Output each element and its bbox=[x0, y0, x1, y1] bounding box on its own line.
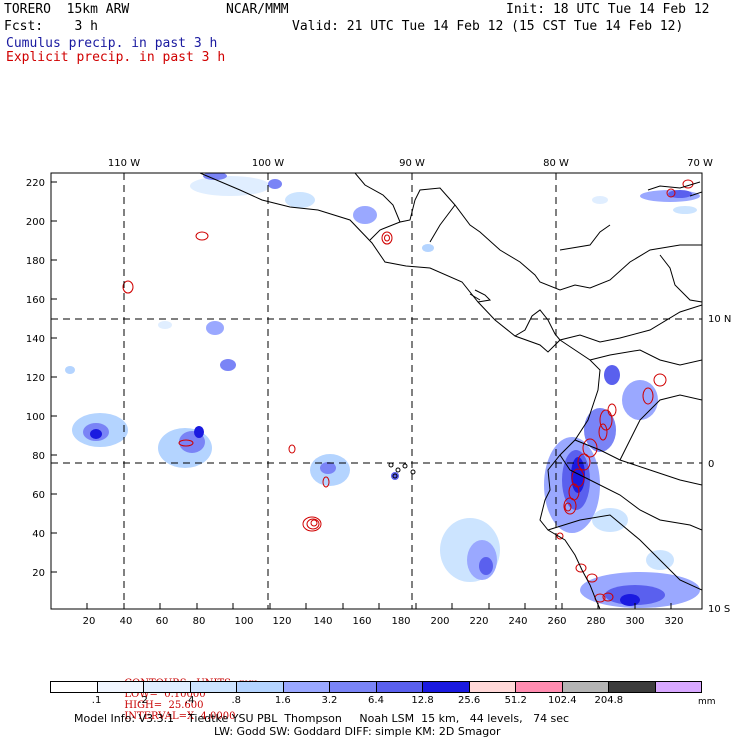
color-swatch bbox=[516, 682, 563, 692]
y-tick-label: 200 bbox=[26, 217, 45, 228]
lon-label: 80 W bbox=[543, 158, 569, 169]
color-swatch bbox=[330, 682, 377, 692]
cumulus-legend: Cumulus precip. in past 3 h bbox=[6, 36, 218, 51]
color-swatch bbox=[144, 682, 191, 692]
scale-label: 6.4 bbox=[368, 695, 384, 706]
y-tick-label: 40 bbox=[32, 529, 45, 540]
x-tick-label: 180 bbox=[391, 616, 410, 627]
color-swatch bbox=[283, 682, 330, 692]
coastlines bbox=[199, 173, 702, 609]
color-scale-bar bbox=[50, 681, 702, 693]
x-tick-label: 300 bbox=[625, 616, 644, 627]
valid-time: Valid: 21 UTC Tue 14 Feb 12 (15 CST Tue … bbox=[292, 19, 684, 34]
color-swatch bbox=[655, 682, 701, 692]
x-tick-label: 20 bbox=[83, 616, 96, 627]
x-tick-label: 220 bbox=[469, 616, 488, 627]
y-tick-label: 100 bbox=[26, 412, 45, 423]
y-tick-label: 120 bbox=[26, 373, 45, 384]
color-swatch bbox=[237, 682, 284, 692]
scale-label: 102.4 bbox=[547, 695, 577, 706]
y-tick-label: 140 bbox=[26, 334, 45, 345]
contour-high: HIGH= 25.600 bbox=[124, 700, 204, 711]
scale-label: 12.8 bbox=[411, 695, 434, 706]
forecast-hour: Fcst: 3 h bbox=[4, 19, 98, 34]
x-tick-label: 320 bbox=[664, 616, 683, 627]
lon-label: 100 W bbox=[252, 158, 284, 169]
explicit-contours bbox=[122, 179, 694, 603]
model-title: TORERO 15km ARW bbox=[4, 2, 130, 17]
lon-label: 110 W bbox=[108, 158, 140, 169]
x-tick-label: 60 bbox=[156, 616, 169, 627]
lat-label: 10 N bbox=[708, 314, 731, 325]
scale-label: .1 bbox=[91, 695, 102, 706]
color-swatch bbox=[423, 682, 470, 692]
y-tick-label: 220 bbox=[26, 178, 45, 189]
x-tick-label: 160 bbox=[352, 616, 371, 627]
init-time: Init: 18 UTC Tue 14 Feb 12 bbox=[506, 2, 710, 17]
lat-label: 10 S bbox=[708, 604, 730, 615]
explicit-legend: Explicit precip. in past 3 h bbox=[6, 50, 226, 65]
color-swatch bbox=[609, 682, 656, 692]
scale-label: .8 bbox=[231, 695, 242, 706]
y-tick-label: 20 bbox=[32, 568, 45, 579]
contour-interval: INTERVAL=X 4.0000 bbox=[124, 711, 236, 722]
color-swatch bbox=[562, 682, 609, 692]
y-tick-label: 80 bbox=[32, 451, 45, 462]
y-tick-label: 160 bbox=[26, 295, 45, 306]
x-tick-label: 200 bbox=[430, 616, 449, 627]
y-tick-label: 60 bbox=[32, 490, 45, 501]
x-tick-label: 260 bbox=[547, 616, 566, 627]
x-tick-label: 80 bbox=[193, 616, 206, 627]
scale-label: .2 bbox=[138, 695, 148, 706]
x-tick-label: 140 bbox=[313, 616, 332, 627]
org-label: NCAR/MMM bbox=[226, 2, 289, 17]
lon-label: 90 W bbox=[399, 158, 425, 169]
scale-label: 3.2 bbox=[321, 695, 338, 706]
scale-label: 204.8 bbox=[594, 695, 624, 706]
x-tick-label: 120 bbox=[272, 616, 291, 627]
color-swatch bbox=[469, 682, 516, 692]
latlon-grid bbox=[51, 173, 702, 609]
model-info-line2: LW: Godd SW: Goddard DIFF: simple KM: 2D… bbox=[214, 725, 501, 738]
color-swatch bbox=[97, 682, 144, 692]
precip-shading bbox=[65, 173, 700, 608]
color-swatch bbox=[51, 682, 98, 692]
lat-label: 0 bbox=[708, 459, 714, 470]
x-tick-label: 280 bbox=[586, 616, 605, 627]
scale-unit: mm bbox=[698, 697, 716, 707]
precip-map: 110 W 100 W 90 W 80 W 70 W 10 N 0 10 S bbox=[26, 158, 731, 627]
axis-ticks bbox=[51, 181, 672, 609]
color-swatch bbox=[376, 682, 423, 692]
scale-label: 51.2 bbox=[504, 695, 527, 706]
color-swatch bbox=[190, 682, 237, 692]
model-info-line1: Model Info: V3.3.1 Tiedtke YSU PBL Thomp… bbox=[74, 712, 570, 725]
contour-low: LOW= 0.10000 bbox=[124, 689, 206, 700]
x-tick-label: 240 bbox=[508, 616, 527, 627]
x-tick-label: 100 bbox=[234, 616, 253, 627]
map-frame bbox=[50, 172, 703, 610]
scale-label: 25.6 bbox=[458, 695, 481, 706]
scale-label: .4 bbox=[184, 695, 195, 706]
x-tick-label: 40 bbox=[120, 616, 133, 627]
y-tick-label: 180 bbox=[26, 256, 45, 267]
scale-label: 1.6 bbox=[274, 695, 291, 706]
lon-label: 70 W bbox=[687, 158, 713, 169]
